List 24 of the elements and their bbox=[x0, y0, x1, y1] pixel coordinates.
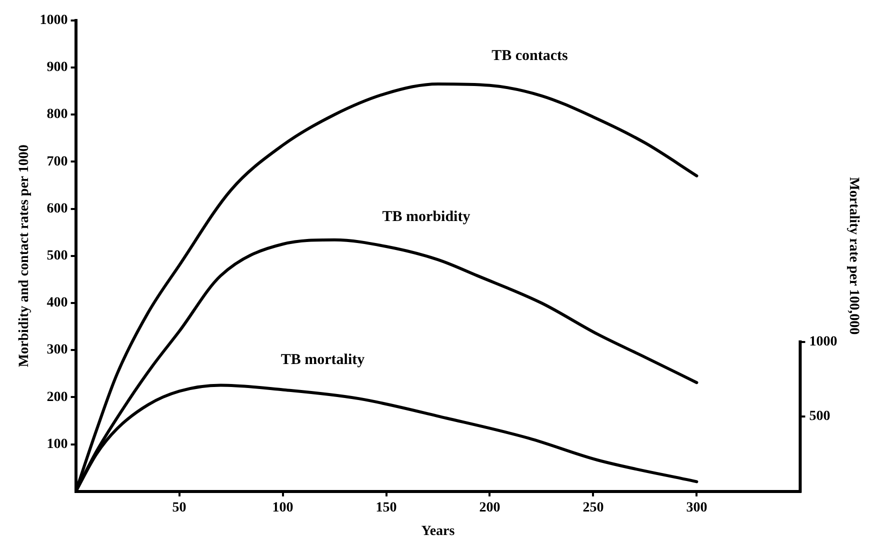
y-tick-label: 900 bbox=[46, 60, 68, 76]
x-tick-label: 200 bbox=[479, 500, 500, 516]
y-tick-label: 1000 bbox=[40, 13, 68, 28]
x-tick-label: 50 bbox=[172, 500, 186, 516]
y-tick-label: 700 bbox=[46, 154, 68, 170]
y-tick-label: 600 bbox=[46, 201, 68, 216]
x-tick-label: 300 bbox=[686, 500, 708, 516]
x-tick-label: 150 bbox=[376, 500, 397, 516]
x-tick-label: 250 bbox=[582, 500, 604, 516]
x-tick-label: 100 bbox=[272, 500, 294, 516]
y2-tick-label: 1000 bbox=[809, 334, 838, 350]
y-tick-label: 800 bbox=[46, 107, 68, 122]
y-tick-label: 400 bbox=[46, 296, 68, 311]
x-axis-title: Years bbox=[421, 524, 456, 540]
y-tick-label: 100 bbox=[46, 436, 68, 452]
y-tick-label: 200 bbox=[46, 390, 68, 405]
y-axis-title: Morbidity and contact rates per 1000 bbox=[17, 144, 32, 368]
y-tick-label: 500 bbox=[46, 248, 68, 264]
series-label: TB contacts bbox=[492, 48, 568, 64]
y2-tick-label: 500 bbox=[809, 409, 830, 424]
y-tick-label: 300 bbox=[46, 342, 68, 358]
series-label: TB morbidity bbox=[382, 208, 471, 225]
y2-axis-title: Mortality rate per 100,000 bbox=[846, 177, 861, 335]
series-label: TB mortality bbox=[280, 352, 366, 368]
